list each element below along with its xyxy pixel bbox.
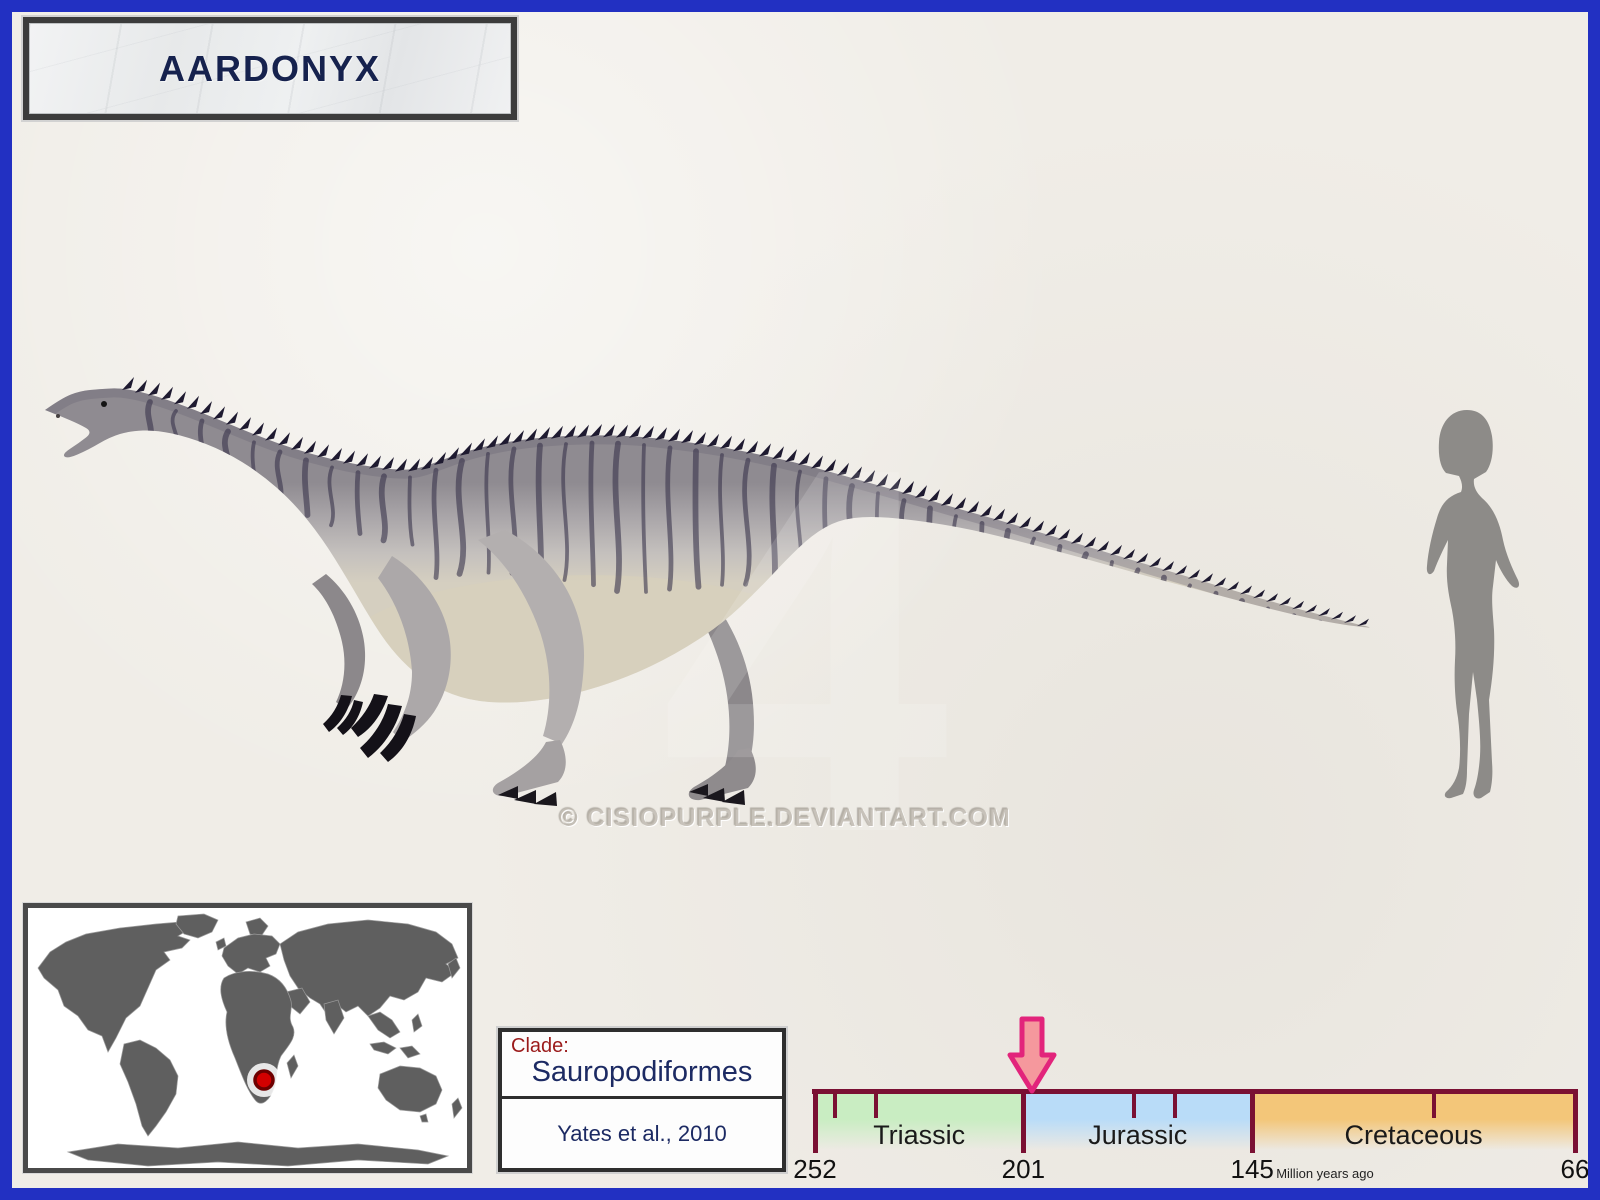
timeline-minor-tick [833, 1094, 838, 1118]
clade-section: Clade: Sauropodiformes [502, 1032, 782, 1099]
dinosaur-nostril [56, 414, 60, 418]
timeline-major-tick-66 [1573, 1089, 1578, 1153]
timeline-minor-tick [1131, 1094, 1136, 1118]
citation-text: Yates et al., 2010 [557, 1120, 727, 1146]
geologic-timeline: Million years ago Triassic Jurassic Cretac… [780, 1010, 1590, 1188]
timeline-year-252: 252 [793, 1154, 837, 1184]
timeline-major-tick-145 [1250, 1089, 1256, 1153]
period-band-cretaceous [1252, 1094, 1575, 1150]
timeline-axis [812, 1089, 1577, 1094]
age-marker-arrow [1007, 1016, 1057, 1094]
period-band-jurassic [1023, 1094, 1253, 1150]
dinosaur-dorsal-spikes [122, 377, 1369, 627]
timeline-unit-label: Million years ago [1276, 1166, 1374, 1181]
timeline-year-145: 145 [1230, 1154, 1274, 1184]
dinosaur-eye [101, 401, 107, 407]
timeline-year-201: 201 [1001, 1154, 1046, 1184]
timeline-minor-tick [874, 1094, 879, 1118]
timeline-minor-tick [1432, 1094, 1437, 1118]
dinosaur-far-arm [312, 574, 366, 710]
period-label-jurassic: Jurassic [1088, 1120, 1188, 1150]
timeline-minor-tick [1172, 1094, 1177, 1118]
period-label-cretaceous: Cretaceous [1344, 1120, 1483, 1150]
timeline-major-tick-252 [813, 1089, 818, 1153]
clade-name: Sauropodiformes [531, 1056, 753, 1088]
fossil-location-marker [247, 1063, 281, 1097]
dinosaur-body [45, 377, 1370, 806]
range-map [23, 903, 472, 1173]
citation-section: Yates et al., 2010 [502, 1099, 782, 1168]
dinosaur-near-foot-claws [498, 786, 557, 806]
clade-label: Clade: [511, 1035, 569, 1057]
timeline-year-66: 66 [1560, 1154, 1590, 1184]
ghost-watermark-glyph: 4 [660, 360, 953, 941]
dinosaur-hand-claws [323, 694, 416, 762]
map-continents [37, 913, 463, 1167]
timeline-major-tick-201 [1021, 1089, 1027, 1153]
clade-box: Clade: Sauropodiformes Yates et al., 201… [498, 1028, 786, 1172]
period-label-triassic: Triassic [873, 1120, 966, 1150]
dinosaur-near-arm [378, 556, 451, 742]
human-silhouette [1426, 410, 1520, 799]
world-map [37, 913, 463, 1167]
dinosaur-near-foot [492, 740, 566, 797]
dinosaur-far-foot-claws [689, 784, 745, 805]
dinosaur-near-leg [478, 530, 585, 744]
watermark-text: © CISIOPURPLE.DEVIANTART.COM [559, 804, 1011, 832]
period-band-triassic [815, 1094, 1024, 1150]
title-box: AARDONYX [23, 17, 517, 120]
page-title: AARDONYX [158, 47, 381, 89]
